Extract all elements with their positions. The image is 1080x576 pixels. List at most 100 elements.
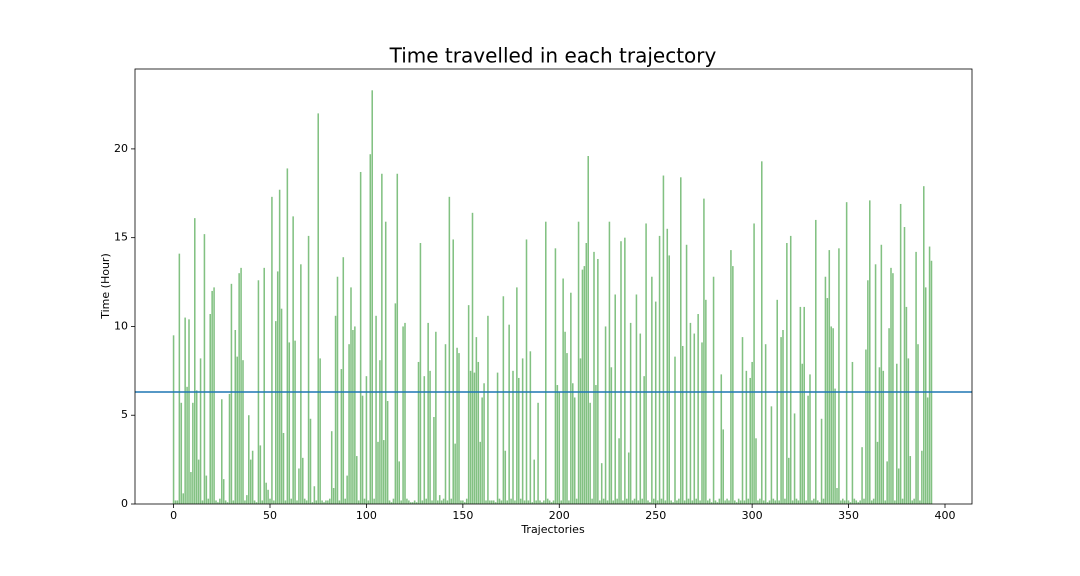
bar — [639, 333, 642, 504]
bar — [174, 500, 177, 504]
bar — [757, 500, 759, 504]
bar — [332, 488, 335, 504]
bar — [487, 315, 489, 504]
bar — [431, 500, 433, 504]
bar — [261, 500, 264, 504]
bar — [884, 500, 886, 504]
bar — [182, 493, 184, 504]
bar — [273, 500, 275, 504]
bar — [851, 361, 854, 504]
bar — [928, 246, 931, 504]
bar — [845, 202, 848, 504]
bar — [830, 326, 832, 504]
bar — [658, 235, 661, 505]
bar — [367, 500, 370, 504]
bar — [263, 267, 265, 504]
bar — [680, 177, 682, 504]
x-tick-label: 350 — [838, 509, 859, 522]
bar — [481, 397, 483, 504]
bar — [755, 438, 757, 504]
bar — [421, 500, 424, 504]
bar — [905, 306, 908, 504]
bar — [296, 500, 298, 504]
bar — [849, 502, 852, 504]
bar — [865, 349, 867, 504]
bar — [668, 255, 670, 504]
bar — [664, 500, 667, 504]
bar — [805, 500, 807, 504]
bar — [195, 390, 198, 504]
bar — [635, 294, 638, 504]
bar — [791, 500, 794, 504]
bar — [194, 218, 196, 504]
bar — [525, 239, 528, 504]
bar — [238, 273, 240, 504]
bar — [444, 344, 447, 504]
bar — [184, 317, 186, 504]
bar — [448, 196, 451, 504]
chart-title: Time travelled in each trajectory — [389, 44, 717, 68]
bar — [616, 498, 618, 504]
bar — [622, 500, 624, 504]
bar — [874, 264, 877, 504]
bar — [425, 498, 427, 504]
bar — [269, 498, 271, 504]
bar — [647, 500, 649, 504]
bar — [502, 296, 505, 504]
bar — [670, 500, 672, 504]
bar — [323, 502, 325, 504]
bar — [606, 500, 609, 504]
bar — [813, 498, 815, 504]
bar — [859, 500, 861, 504]
bar — [207, 498, 210, 504]
bar — [573, 397, 576, 504]
bar — [834, 388, 836, 504]
bar — [728, 500, 730, 504]
bar — [880, 244, 883, 504]
bar — [406, 498, 408, 504]
x-tick-label: 50 — [263, 509, 277, 522]
bar — [788, 457, 790, 504]
bar — [842, 498, 844, 504]
bar — [298, 468, 300, 504]
bar — [209, 314, 211, 504]
bar — [651, 276, 653, 504]
bar — [803, 306, 805, 504]
bar — [527, 500, 530, 504]
bar — [371, 90, 373, 504]
bar — [319, 358, 321, 504]
bar — [732, 266, 734, 504]
bar — [437, 500, 439, 504]
bar — [417, 361, 420, 504]
bar — [485, 500, 487, 504]
bar — [591, 498, 593, 504]
bar — [543, 500, 545, 504]
bar — [454, 443, 456, 504]
bar — [344, 498, 346, 504]
bar — [896, 363, 898, 504]
bar — [772, 498, 775, 504]
bar — [599, 500, 601, 504]
bar — [232, 500, 235, 504]
bar — [519, 498, 522, 504]
bar — [926, 397, 929, 504]
bar — [303, 498, 306, 504]
bar — [394, 303, 397, 504]
bar — [348, 344, 350, 504]
bar — [278, 189, 281, 505]
bar — [226, 502, 229, 504]
bar — [197, 459, 200, 504]
bar — [832, 328, 834, 504]
bar — [438, 495, 441, 504]
bar — [886, 461, 888, 504]
bar — [678, 498, 680, 504]
x-tick-label: 150 — [452, 509, 473, 522]
bar — [828, 250, 831, 504]
bar — [253, 500, 256, 504]
bar — [354, 326, 356, 504]
bar — [888, 328, 890, 504]
bar — [475, 337, 478, 504]
bar — [797, 500, 800, 504]
bar — [533, 459, 535, 504]
bar — [620, 241, 622, 504]
